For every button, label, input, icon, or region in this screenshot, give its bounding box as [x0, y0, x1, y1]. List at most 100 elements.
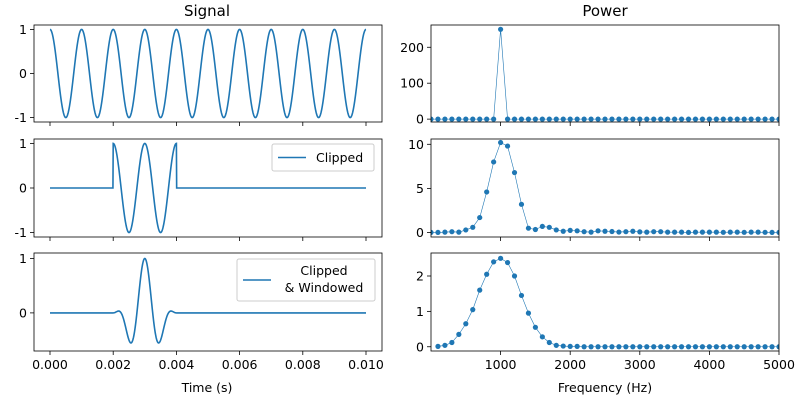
- axes-frame: [430, 252, 780, 352]
- power-point: [637, 344, 643, 350]
- ytick-label: 0: [19, 66, 27, 81]
- power-point: [630, 228, 636, 234]
- power-point: [755, 344, 761, 350]
- power-point: [734, 229, 740, 235]
- ytick-label: 0: [19, 305, 27, 320]
- xtick-label: 0.004: [159, 357, 195, 372]
- power-point: [665, 229, 671, 235]
- power-point: [456, 116, 462, 122]
- xtick-label: 0.008: [285, 357, 321, 372]
- axes-frame: [33, 252, 383, 352]
- power-point: [713, 116, 719, 122]
- power-point: [588, 344, 594, 350]
- power-point: [595, 116, 601, 122]
- power-point: [532, 226, 539, 233]
- power-point: [672, 344, 678, 350]
- signal-panel-2: -1 0 1 Clipped: [15, 136, 383, 241]
- power-point: [734, 116, 740, 122]
- power-point: [762, 344, 768, 350]
- power-point: [442, 342, 448, 348]
- power-point: [574, 116, 580, 122]
- axes-frame: [430, 138, 780, 238]
- ytick-label: 1: [19, 22, 27, 37]
- ytick-label: 0: [416, 112, 424, 127]
- power-point: [685, 344, 692, 350]
- power-point: [595, 228, 601, 234]
- power-point: [706, 344, 713, 350]
- axes-frame: [33, 24, 383, 123]
- power-point: [727, 229, 733, 235]
- power-point: [498, 139, 504, 146]
- power-point: [491, 159, 497, 165]
- power-panel-2: 0 5 10: [408, 137, 780, 241]
- ytick-label: -1: [15, 110, 27, 125]
- power-point: [504, 259, 511, 266]
- signal-xlabel: Time (s): [181, 380, 233, 395]
- power-point: [706, 116, 713, 122]
- power-point: [706, 229, 713, 235]
- xtick-label: 0.006: [222, 357, 258, 372]
- power-point: [581, 116, 587, 122]
- power-point: [616, 116, 622, 122]
- ytick-label: 5: [416, 181, 424, 196]
- power-point: [567, 343, 573, 350]
- axes-frame: [430, 24, 780, 123]
- signal-panel-3: 0 1 0.000 0.002 0.004 0.006 0.008 0.010 Clipped &…: [19, 251, 384, 372]
- power-point: [504, 116, 511, 122]
- ytick-label: 10: [408, 137, 424, 152]
- power-point: [484, 189, 490, 195]
- power-point: [532, 324, 539, 330]
- power-point: [678, 229, 685, 235]
- power-point: [692, 229, 699, 235]
- power-xlabel: Frequency (Hz): [558, 380, 652, 395]
- power-panel-3: 0 1 2 1000 2000 3000 4000 5000: [416, 252, 795, 372]
- power-point: [581, 229, 587, 235]
- power-point: [477, 287, 483, 293]
- power-point: [748, 344, 754, 350]
- legend: [236, 258, 376, 302]
- power-point: [651, 229, 657, 235]
- power-point: [748, 229, 754, 235]
- power-point: [442, 229, 448, 235]
- power-point: [518, 292, 525, 299]
- power-point: [525, 225, 532, 231]
- power-point: [776, 344, 779, 350]
- xtick-label: 0.002: [95, 357, 131, 372]
- power-point: [685, 116, 692, 122]
- power-point: [470, 224, 476, 230]
- power-point: [602, 344, 608, 350]
- power-point: [741, 344, 747, 350]
- power-point: [484, 116, 490, 122]
- power-point: [546, 224, 552, 230]
- signal-panel-1: -1 0 1: [15, 22, 383, 126]
- power-point: [511, 273, 518, 279]
- power-point: [532, 116, 539, 122]
- power-series: [437, 257, 779, 348]
- power-point: [720, 344, 726, 350]
- power-point: [553, 342, 559, 348]
- power-point: [665, 116, 671, 122]
- power-point: [567, 227, 573, 233]
- power-point: [672, 116, 678, 122]
- power-point: [588, 116, 594, 122]
- power-point: [741, 229, 747, 235]
- power-point: [651, 116, 657, 122]
- signal-title: Signal: [184, 2, 230, 20]
- power-point: [574, 343, 580, 350]
- power-point: [435, 229, 441, 236]
- power-point: [477, 116, 483, 122]
- power-panel-1: 0 100 200: [400, 24, 780, 127]
- power-point: [511, 116, 518, 122]
- power-point: [498, 26, 504, 32]
- ytick-label: 0: [416, 339, 424, 354]
- power-point: [658, 116, 664, 122]
- power-point: [769, 116, 775, 122]
- power-point: [484, 271, 490, 277]
- power-point: [630, 344, 636, 350]
- power-point: [685, 229, 692, 236]
- legend-label: & Windowed: [285, 280, 364, 295]
- power-point: [491, 116, 497, 122]
- power-point: [665, 344, 671, 350]
- xtick-label: 0.010: [348, 357, 384, 372]
- power-point: [727, 116, 733, 122]
